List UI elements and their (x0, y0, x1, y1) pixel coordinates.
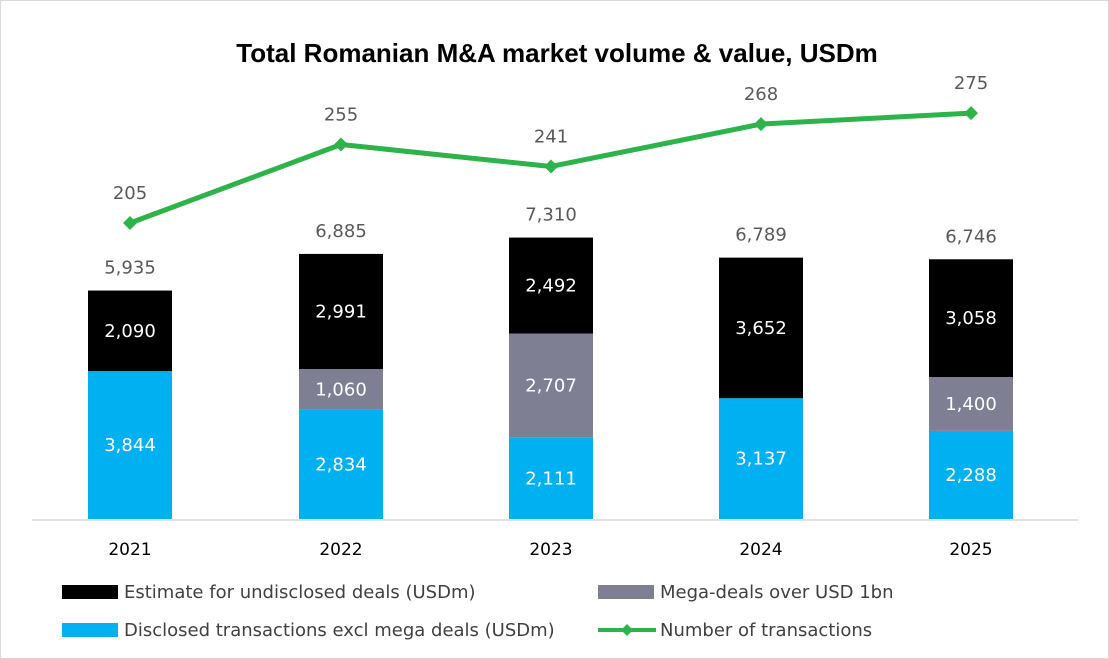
transactions-point (334, 137, 348, 152)
transactions-point (544, 159, 558, 174)
transactions-point (123, 216, 137, 230)
bar-total-label: 6,789 (735, 225, 787, 246)
bar-segment (509, 237, 593, 334)
legend-swatch (598, 585, 654, 599)
bar-segment (509, 333, 593, 438)
bar-value-label: 1,400 (945, 394, 997, 415)
x-tick-label: 2025 (949, 540, 992, 560)
bar-segment (719, 398, 803, 519)
bar-value-label: 2,090 (104, 321, 156, 342)
bar-value-label: 2,288 (945, 465, 997, 486)
x-tick-label: 2023 (529, 540, 572, 560)
bar-segment (88, 371, 172, 519)
transactions-point (964, 106, 978, 121)
transactions-value-label: 268 (744, 84, 778, 105)
legend-marker (621, 624, 633, 636)
bar-value-label: 3,058 (945, 308, 997, 329)
bar-segment (929, 430, 1013, 519)
legend-label: Disclosed transactions excl mega deals (… (124, 620, 555, 641)
bar-value-label: 3,137 (735, 449, 787, 470)
bar-segment (719, 257, 803, 399)
bar-segment (88, 290, 172, 372)
bar-total-label: 6,746 (945, 226, 997, 247)
transactions-value-label: 255 (324, 105, 358, 126)
legend-label: Mega-deals over USD 1bn (660, 582, 894, 603)
bar-value-label: 2,492 (525, 276, 577, 297)
bar-total-label: 6,885 (315, 221, 367, 242)
line-series-group: 205 255 241 268 275 (113, 73, 988, 230)
bar-value-label: 2,991 (315, 302, 367, 323)
x-tick-label: 2024 (739, 540, 782, 560)
bar-segment (299, 369, 383, 410)
bar-segment (929, 259, 1013, 378)
bars-group: 3,844 2,090 5,935 2,834 1,060 2,991 6,885 2,111… (88, 205, 1013, 519)
legend-label: Number of transactions (660, 620, 872, 641)
transactions-point (754, 117, 768, 132)
transactions-value-label: 241 (534, 126, 568, 147)
bar-value-label: 2,111 (525, 468, 577, 489)
bar-value-label: 3,652 (735, 318, 787, 339)
transactions-value-label: 275 (954, 73, 988, 94)
bar-value-label: 3,844 (104, 435, 156, 456)
bar-total-label: 5,935 (104, 258, 156, 279)
bar-total-label: 7,310 (525, 205, 577, 226)
bar-segment (299, 409, 383, 519)
x-tick-label: 2021 (108, 540, 151, 560)
legend-label: Estimate for undisclosed deals (USDm) (124, 582, 476, 603)
bar-segment (509, 437, 593, 519)
chart-title: Total Romanian M&A market volume & value… (236, 38, 877, 68)
bar-value-label: 2,707 (525, 376, 577, 397)
bar-segment (929, 377, 1013, 431)
x-tick-label: 2022 (319, 540, 362, 560)
legend: Estimate for undisclosed deals (USDm) Meg… (62, 582, 894, 641)
legend-swatch (62, 585, 118, 599)
legend-swatch (62, 623, 118, 637)
x-axis-ticks: 2021 2022 2023 2024 2025 (108, 540, 992, 560)
transactions-value-label: 205 (113, 183, 147, 204)
bar-value-label: 2,834 (315, 454, 367, 475)
bar-value-label: 1,060 (315, 379, 367, 400)
bar-segment (299, 253, 383, 370)
